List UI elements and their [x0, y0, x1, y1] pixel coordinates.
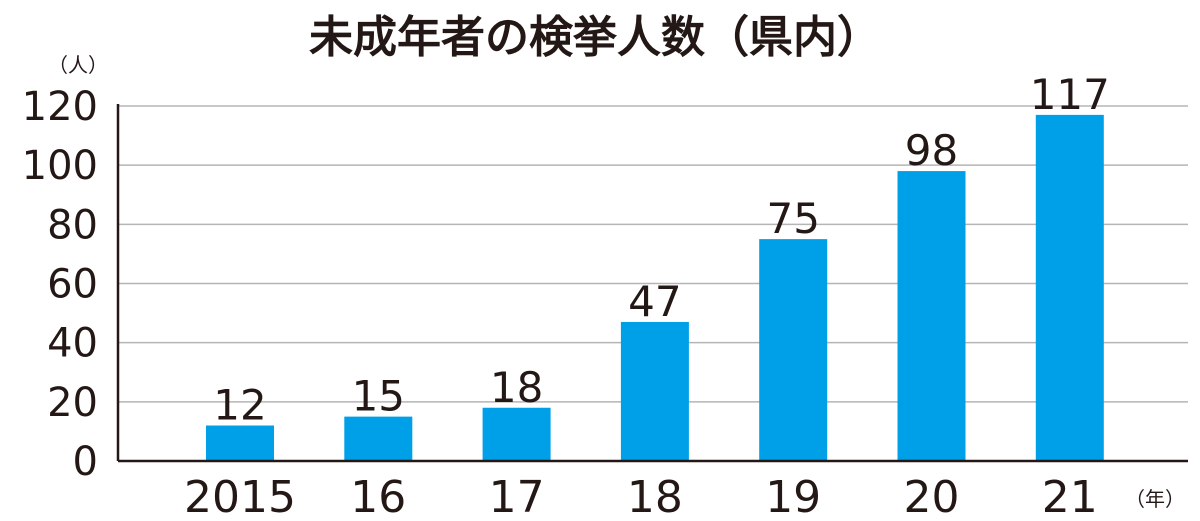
x-tick-label-19: 19 — [765, 472, 821, 521]
y-tick-label: 80 — [47, 202, 98, 248]
bar-18 — [620, 321, 689, 461]
x-tick-label-20: 20 — [904, 472, 960, 521]
x-tick-label-18: 18 — [627, 472, 683, 521]
x-tick-label-16: 16 — [350, 472, 406, 521]
y-tick-label: 20 — [47, 380, 98, 426]
data-label-19: 75 — [766, 194, 819, 243]
gridlines — [118, 105, 1188, 403]
bar-20 — [897, 171, 966, 462]
y-tick-label: 0 — [73, 439, 98, 485]
data-label-21: 117 — [1030, 70, 1110, 119]
bar-16 — [344, 416, 413, 461]
x-axis-unit: （年） — [1125, 487, 1185, 511]
x-tick-label-2015: 2015 — [184, 472, 296, 521]
bar-19 — [759, 239, 828, 461]
x-tick-label-17: 17 — [489, 472, 545, 521]
y-tick-label: 100 — [22, 143, 98, 189]
x-tick-label-21: 21 — [1042, 472, 1098, 521]
y-tick-label: 60 — [47, 262, 98, 308]
data-label-20: 98 — [905, 126, 958, 175]
bar-21 — [1035, 114, 1104, 461]
data-label-2015: 12 — [213, 381, 266, 430]
bar-17 — [482, 407, 551, 461]
data-labels: 12 15 18 47 75 98 117 — [213, 70, 1110, 430]
data-label-17: 18 — [490, 363, 543, 412]
y-axis-unit: （人） — [48, 53, 108, 77]
x-axis-ticks: 2015 16 17 18 19 20 21 — [184, 472, 1098, 521]
bars — [206, 114, 1104, 462]
y-tick-label: 40 — [47, 321, 98, 367]
y-tick-label: 120 — [22, 84, 98, 130]
data-label-18: 47 — [628, 277, 681, 326]
y-axis-ticks: 0 20 40 60 80 100 120 — [22, 84, 98, 485]
chart-title: 未成年者の検挙人数（県内） — [309, 12, 881, 63]
data-label-16: 15 — [352, 372, 405, 421]
bar-2015 — [206, 425, 274, 461]
